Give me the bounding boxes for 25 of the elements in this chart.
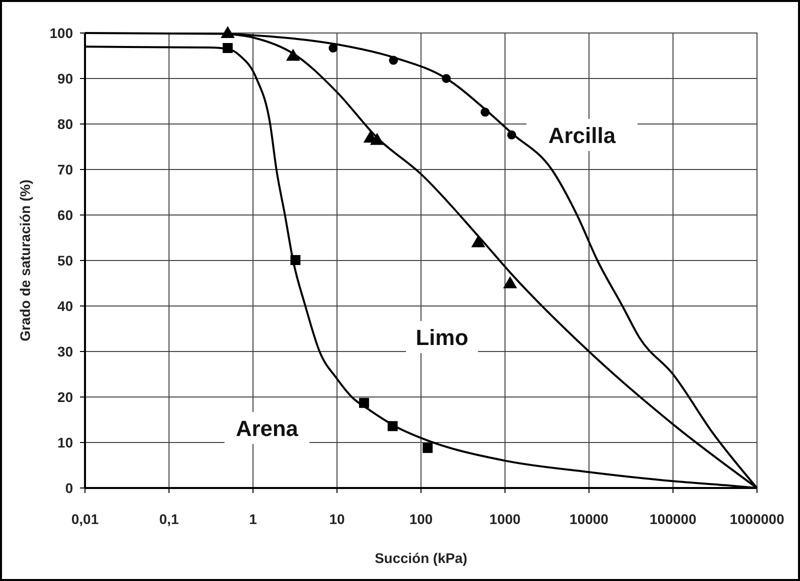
y-tick-label: 10 bbox=[57, 434, 74, 450]
x-axis-title: Succión (kPa) bbox=[374, 550, 468, 566]
x-tick-label: 1 bbox=[249, 511, 258, 527]
x-tick-label: 0,01 bbox=[71, 511, 99, 527]
annotation: Limo bbox=[416, 325, 468, 350]
annotation: Arcilla bbox=[548, 123, 616, 148]
y-tick-label: 50 bbox=[57, 252, 74, 268]
x-tick-label: 10 bbox=[329, 511, 345, 527]
y-tick-label: 0 bbox=[65, 480, 74, 496]
x-tick-label: 100 bbox=[409, 511, 433, 527]
y-tick-label: 70 bbox=[57, 162, 74, 178]
y-tick-label: 90 bbox=[57, 70, 74, 86]
x-tick-label: 1000000 bbox=[730, 511, 784, 527]
y-tick-label: 30 bbox=[57, 344, 74, 360]
y-tick-label: 40 bbox=[57, 298, 74, 314]
y-axis-title: Grado de saturación (%) bbox=[17, 180, 33, 342]
x-tick-label: 0,1 bbox=[159, 511, 179, 527]
y-tick-label: 100 bbox=[50, 25, 74, 41]
y-tick-label: 60 bbox=[57, 207, 74, 223]
x-tick-label: 100000 bbox=[650, 511, 697, 527]
y-tick-label: 20 bbox=[57, 389, 74, 405]
annotation: Arena bbox=[236, 416, 299, 441]
y-tick-label: 80 bbox=[57, 116, 74, 132]
x-tick-label: 1000 bbox=[489, 511, 521, 527]
x-tick-label: 10000 bbox=[570, 511, 609, 527]
